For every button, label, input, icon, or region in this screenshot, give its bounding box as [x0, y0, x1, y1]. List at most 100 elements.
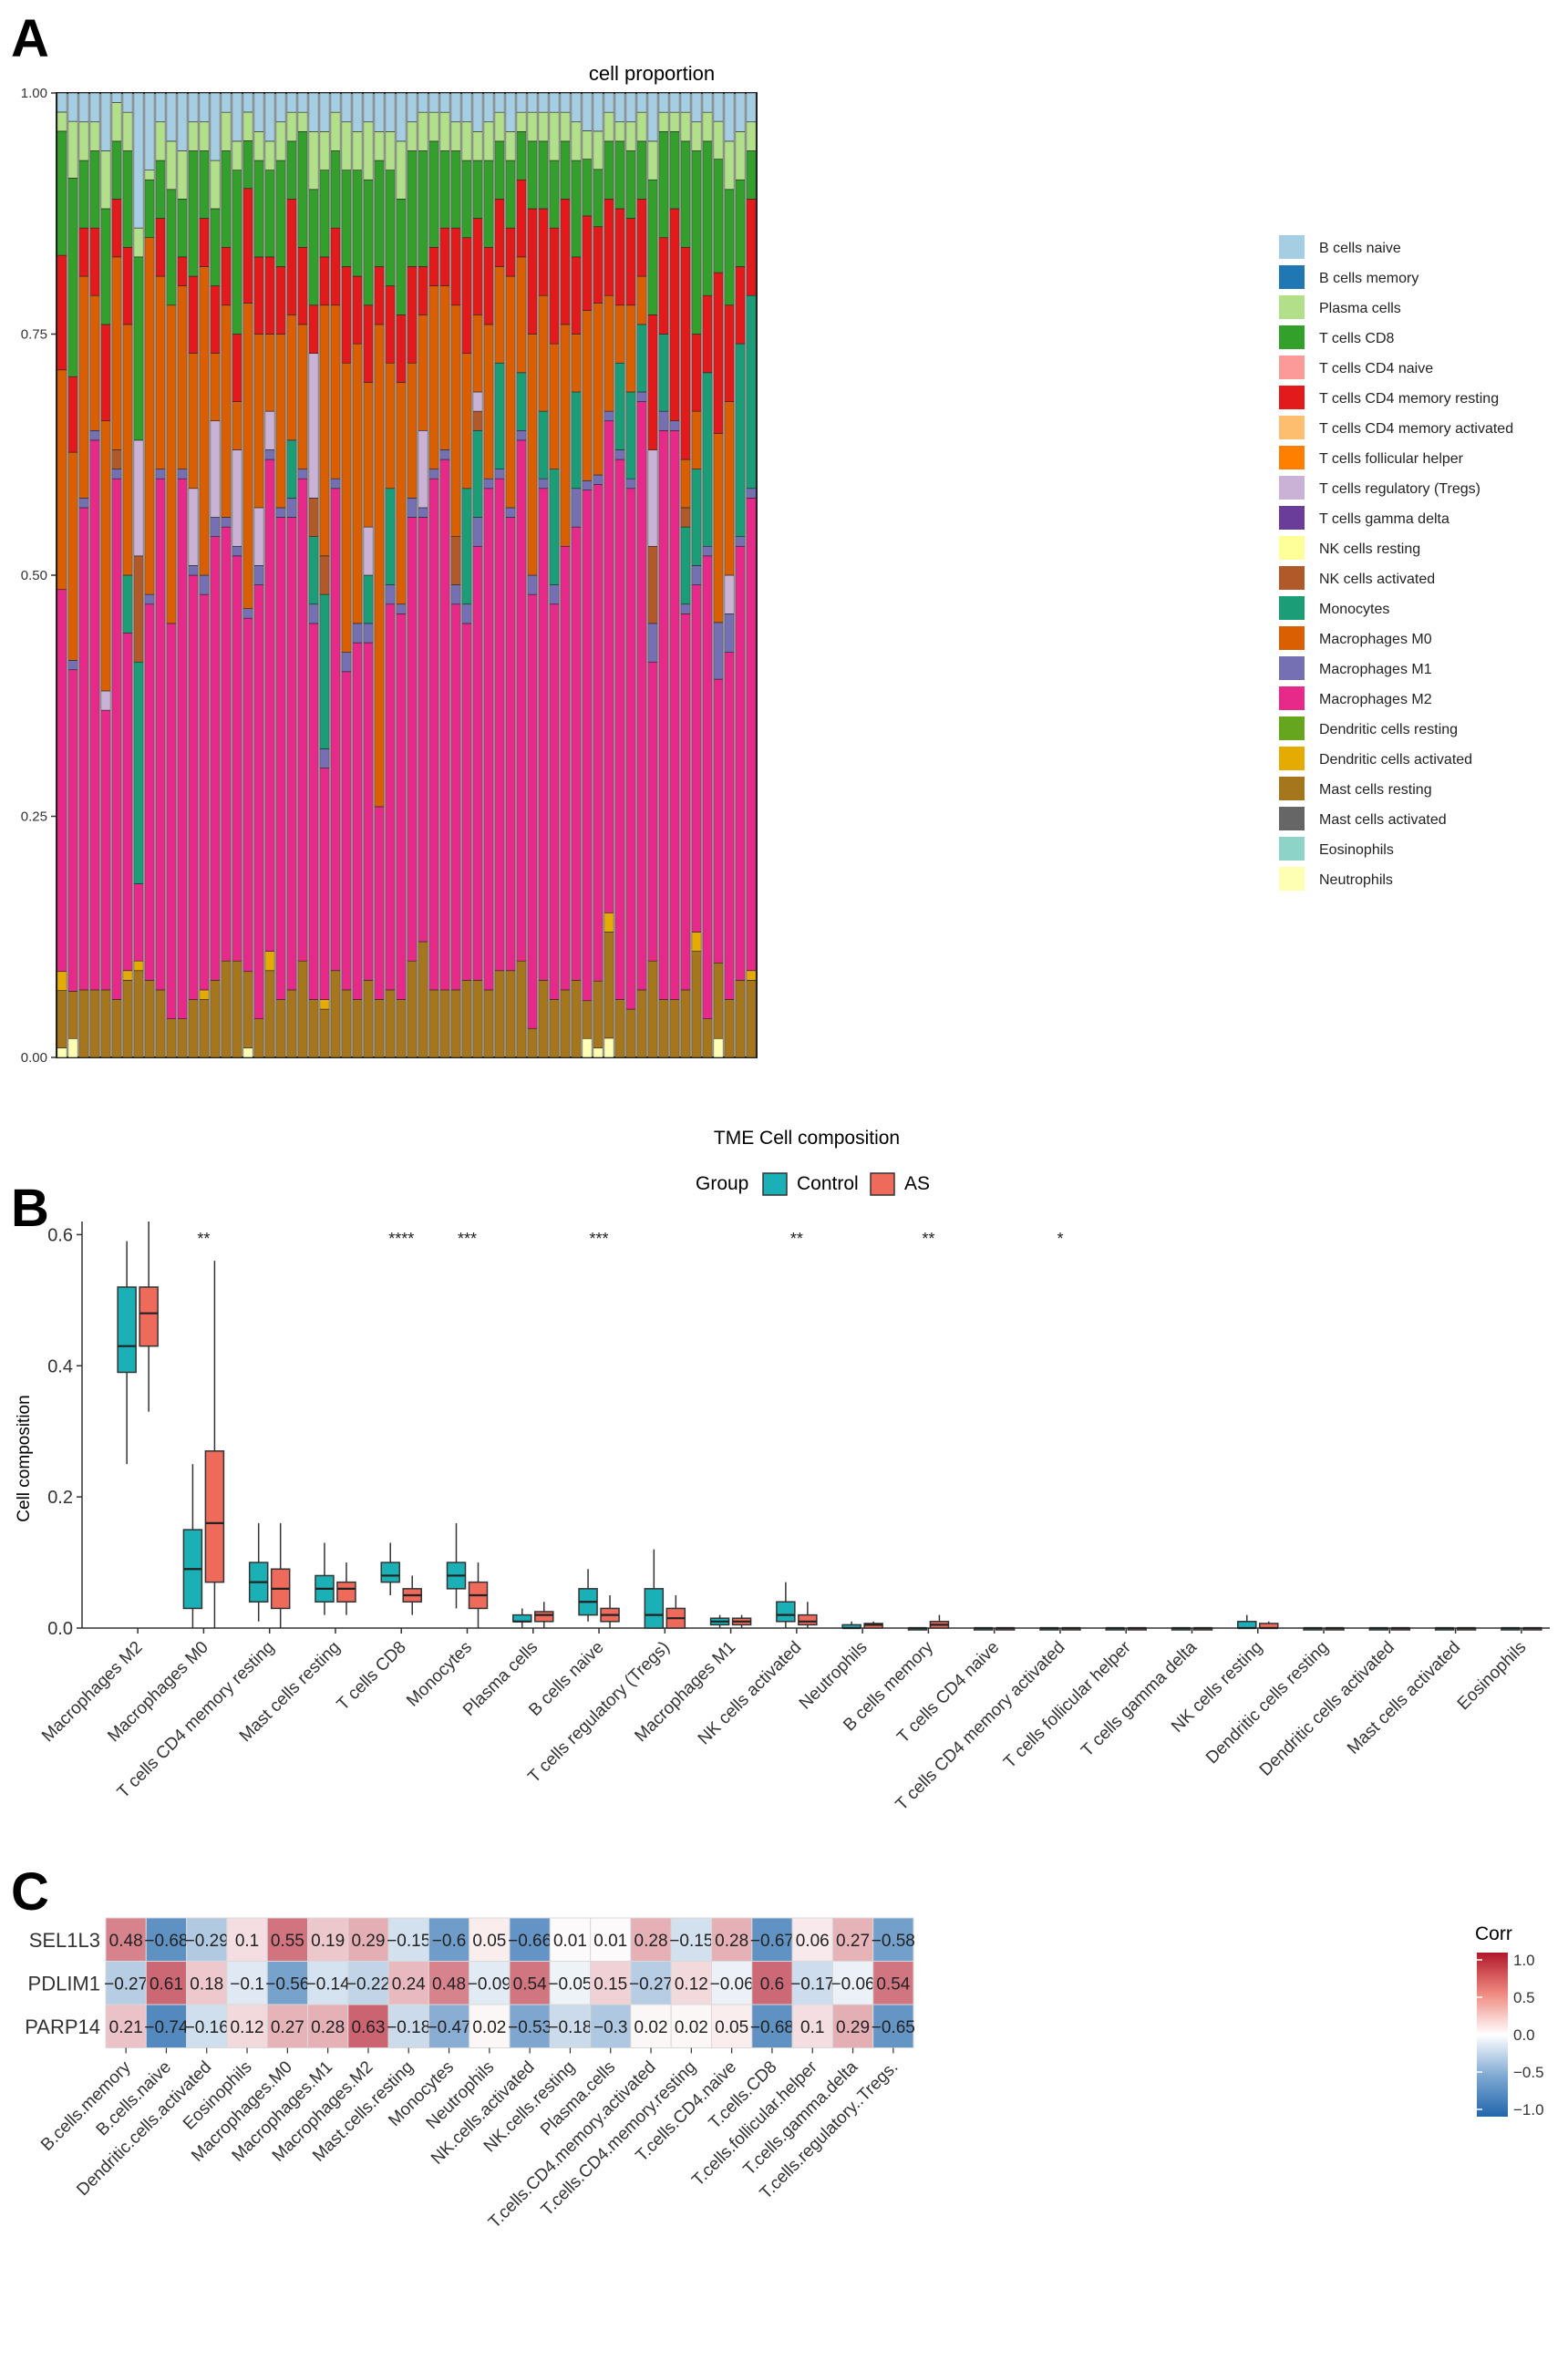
stacked-bar-segment-t-cells-cd8	[582, 159, 593, 217]
stacked-bar-segment-macrophages-m2	[428, 478, 439, 991]
stacked-bar-segment-macrophages-m1	[396, 603, 407, 614]
stacked-bar-segment-plasma-cells	[724, 140, 735, 191]
stacked-bar-segment-dendritic-cells-activated	[133, 960, 144, 972]
stacked-bar-segment-macrophages-m0	[625, 304, 636, 393]
stacked-bar-segment-mast-cells-resting	[571, 980, 582, 1058]
stacked-bar-segment-t-cells-cd4-memory-resting	[582, 215, 593, 311]
stacked-bar-segment-t-cells-cd4-memory-resting	[625, 218, 636, 306]
stacked-bar-segment-t-cells-cd4-memory-resting	[177, 256, 188, 286]
stacked-bar-segment-t-cells-cd4-memory-resting	[57, 254, 67, 371]
stacked-bar-segment-t-cells-cd4-memory-resting	[702, 294, 713, 374]
stacked-bar-segment-plasma-cells	[450, 121, 461, 151]
stacked-bar-segment-mast-cells-resting	[407, 960, 418, 1058]
chart-b-y-tick-label: 0.2	[47, 1488, 73, 1508]
heatmap-cell-value: −0.74	[144, 2018, 189, 2037]
stacked-bar-segment-nk-cells-activated	[319, 555, 330, 595]
heatmap-cell-value: 0.19	[311, 1932, 345, 1951]
stacked-bar-segment-t-cells-cd8	[636, 140, 647, 200]
stacked-bar-segment-macrophages-m1	[713, 622, 724, 680]
significance-marker: **	[197, 1230, 210, 1248]
stacked-bar-segment-plasma-cells	[166, 140, 177, 191]
stacked-bar-segment-macrophages-m1	[647, 623, 658, 663]
heatmap-cell	[469, 1917, 511, 1962]
stacked-bar-segment-t-cells-cd8	[549, 160, 560, 229]
stacked-bar-segment-macrophages-m2	[253, 584, 264, 1019]
stacked-bar-segment-macrophages-m1	[264, 449, 275, 460]
stacked-bar-segment-t-cells-cd4-memory-resting	[330, 227, 341, 306]
stacked-bar-segment-macrophages-m2	[308, 623, 319, 1000]
stacked-bar-segment-plasma-cells	[111, 102, 122, 142]
stacked-bar-segment-t-cells-cd8	[746, 150, 757, 200]
stacked-bar-segment-macrophages-m0	[177, 285, 188, 469]
stacked-bar-segment-macrophages-m0	[483, 324, 494, 479]
stacked-bar-segment-b-cells-naive	[713, 92, 724, 122]
stacked-bar-segment-t-cells-cd8	[67, 178, 78, 377]
stacked-bar-segment-neutrophils	[242, 1047, 253, 1058]
stacked-bar-segment-t-cells-cd4-memory-resting	[396, 314, 407, 383]
stacked-bar-segment-macrophages-m1	[385, 584, 396, 605]
stacked-bar-segment-macrophages-m2	[560, 545, 571, 991]
stacked-bar-segment-macrophages-m2	[483, 488, 494, 991]
stacked-bar-segment-macrophages-m2	[374, 806, 385, 1000]
stacked-bar-segment-macrophages-m2	[735, 545, 746, 981]
stacked-bar-segment-t-cells-cd4-memory-resting	[89, 227, 100, 296]
stacked-bar-segment-macrophages-m2	[647, 661, 658, 962]
stacked-bar-segment-b-cells-naive	[560, 92, 571, 113]
stacked-bar-segment-macrophages-m1	[111, 469, 122, 479]
stacked-bar-segment-plasma-cells	[713, 120, 724, 160]
stacked-bar-segment-plasma-cells	[363, 121, 374, 180]
legend-swatch-mast-cells-activated	[1279, 807, 1305, 830]
stacked-bar-segment-t-cells-cd8	[144, 179, 155, 239]
legend-label-t-cells-gamma-delta: T cells gamma delta	[1319, 511, 1449, 527]
legend-swatch-plasma-cells	[1279, 295, 1305, 319]
stacked-bar-segment-macrophages-m0	[418, 314, 428, 431]
legend-swatch-t-cells-cd4-naive	[1279, 356, 1305, 379]
stacked-bar-segment-dendritic-cells-activated	[603, 912, 614, 933]
stacked-bar-segment-t-cells-cd8	[275, 160, 286, 267]
stacked-bar-segment-neutrophils	[713, 1037, 724, 1058]
stacked-bar-segment-mast-cells-resting	[472, 980, 483, 1058]
stacked-bar-segment-t-cells-cd4-memory-resting	[374, 266, 385, 325]
stacked-bar-segment-mast-cells-resting	[527, 1027, 538, 1058]
legend-swatch-t-cells-cd4-memory-activated	[1279, 416, 1305, 439]
stacked-bar-segment-neutrophils	[593, 1047, 603, 1058]
stacked-bar-segment-b-cells-naive	[242, 92, 253, 113]
stacked-bar-segment-mast-cells-resting	[78, 989, 89, 1058]
stacked-bar-segment-plasma-cells	[658, 111, 669, 132]
stacked-bar-segment-macrophages-m1	[341, 652, 352, 673]
stacked-bar-segment-mast-cells-resting	[57, 990, 67, 1048]
stacked-bar-segment-plasma-cells	[636, 111, 647, 142]
heatmap-cell	[145, 2004, 188, 2048]
legend-label-macrophages-m0: Macrophages M0	[1319, 632, 1432, 647]
stacked-bar-segment-monocytes	[122, 574, 133, 634]
heatmap-cell-value: −0.06	[831, 1974, 875, 1994]
stacked-bar-segment-t-cells-cd8	[713, 159, 724, 273]
legend-swatch-macrophages-m2	[1279, 686, 1305, 710]
stacked-bar-segment-macrophages-m1	[297, 469, 308, 479]
stacked-bar-segment-macrophages-m2	[319, 768, 330, 1000]
stacked-bar-segment-macrophages-m1	[352, 623, 363, 644]
stacked-bar-segment-macrophages-m2	[418, 517, 428, 943]
colorbar-tick-label: 0.5	[1513, 1989, 1535, 2006]
stacked-bar-segment-b-cells-naive	[363, 92, 374, 123]
stacked-bar-segment-macrophages-m1	[603, 410, 614, 422]
heatmap-cell-value: 0.15	[593, 1974, 627, 1994]
heatmap-cell	[711, 1961, 753, 2005]
heatmap-cell-value: −0.53	[508, 2018, 552, 2037]
stacked-bar-segment-t-cells-cd4-memory-resting	[549, 227, 560, 345]
stacked-bar-segment-mast-cells-resting	[625, 1008, 636, 1058]
heatmap-cell-value: −0.27	[629, 1974, 673, 1994]
stacked-bar-segment-macrophages-m2	[582, 490, 593, 1002]
stacked-bar-segment-macrophages-m2	[385, 603, 396, 991]
stacked-bar-segment-macrophages-m2	[89, 439, 100, 991]
stacked-bar-segment-macrophages-m0	[242, 303, 253, 609]
stacked-bar-segment-t-cells-cd8	[516, 131, 527, 180]
stacked-bar-segment-plasma-cells	[319, 131, 330, 170]
stacked-bar-segment-t-cells-cd4-memory-resting	[308, 304, 319, 354]
stacked-bar-segment-t-cells-cd4-memory-resting	[505, 227, 516, 277]
legend-swatch-dendritic-cells-resting	[1279, 716, 1305, 740]
heatmap-cell-value: −0.09	[468, 1974, 511, 1994]
stacked-bar-segment-mast-cells-resting	[724, 999, 735, 1058]
stacked-bar-segment-t-cells-cd8	[560, 140, 571, 200]
stacked-bar-segment-plasma-cells	[407, 121, 418, 151]
